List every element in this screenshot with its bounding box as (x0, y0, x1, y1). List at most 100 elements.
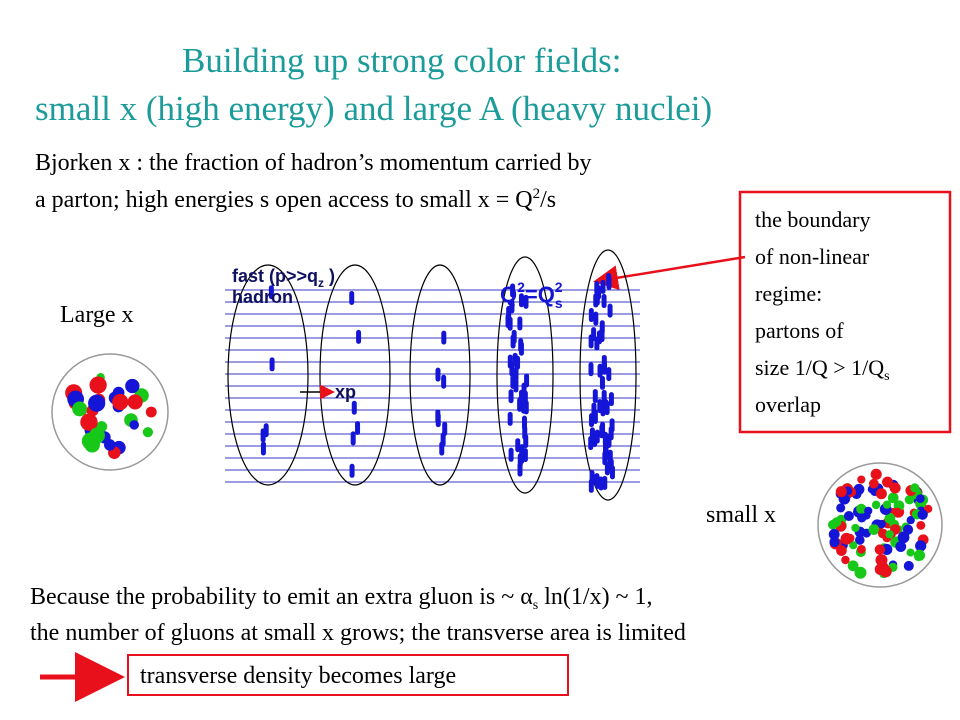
parton (836, 503, 846, 513)
bottom-text: Because the probability to emit an extra… (30, 584, 653, 613)
parton (889, 482, 901, 494)
callout-text: size 1/Q > 1/Q (755, 355, 884, 380)
parton-dash (597, 363, 603, 378)
callout-box (738, 190, 952, 434)
parton (903, 560, 914, 571)
parton-dash (517, 453, 523, 468)
parton (877, 519, 886, 529)
intro-text: a parton; high energies s open access to… (35, 187, 533, 213)
parton (854, 535, 865, 545)
label: Large x (60, 302, 134, 328)
parton (877, 528, 888, 539)
parton (89, 376, 107, 394)
parton-dash (511, 329, 517, 344)
parton-dash (349, 463, 355, 478)
parton-dash (594, 429, 600, 444)
parton-dash (523, 294, 529, 309)
parton-dash (606, 367, 612, 382)
sub: z (318, 276, 324, 290)
diagram-text: ) (324, 266, 335, 286)
parton (887, 492, 899, 504)
diagram-label: fast (p>>qz ) (232, 266, 335, 290)
parton-dash (513, 370, 519, 385)
parton (829, 536, 840, 548)
parton (864, 506, 873, 515)
parton-dash (593, 293, 599, 308)
parton-dash (591, 402, 597, 417)
parton-dash (600, 279, 606, 294)
parton-dash (507, 411, 513, 426)
parton-dash (608, 392, 614, 407)
arrow (593, 255, 746, 291)
parton-dash (596, 330, 602, 345)
parton (835, 486, 847, 498)
parton-dash (510, 283, 516, 298)
parton-dash (508, 447, 514, 462)
parton (885, 530, 894, 539)
parton-dash (435, 413, 441, 428)
sub: s (533, 598, 538, 613)
title: Building up strong color fields: (182, 41, 621, 80)
parton-dash (599, 375, 605, 390)
parton (142, 427, 153, 438)
parton-dash (442, 421, 448, 436)
parton (857, 475, 866, 484)
parton (875, 488, 887, 500)
parton-dash (269, 357, 275, 372)
sup: 2 (517, 279, 525, 295)
parton (112, 393, 129, 411)
callout: the boundary of non-linear regime: partons … (755, 207, 890, 417)
parton-dash (515, 438, 521, 453)
parton (897, 531, 910, 544)
text: Because the probability to emit an extra… (30, 584, 520, 610)
parton-dash (509, 299, 515, 314)
partons (65, 373, 933, 579)
parton (80, 413, 98, 431)
parton (104, 439, 116, 451)
conclusion: transverse density becomes large (140, 663, 456, 689)
parton (906, 515, 915, 525)
parton (871, 500, 881, 510)
parton (127, 394, 143, 410)
parton (884, 512, 896, 524)
parton (849, 541, 858, 550)
parton (845, 533, 855, 543)
callout-text: partons of (755, 318, 844, 343)
callout-line: regime: (755, 281, 822, 306)
parton-dash (603, 399, 609, 414)
parton-dash (508, 389, 514, 404)
parton-dash (515, 355, 521, 370)
parton (851, 523, 860, 533)
parton (879, 565, 892, 578)
parton-dash (588, 308, 594, 323)
parton-dash (355, 420, 361, 435)
parton (915, 540, 927, 552)
parton (843, 511, 854, 522)
parton (836, 545, 847, 556)
parton (129, 420, 139, 430)
parton-dash (260, 441, 266, 456)
parton-dash (507, 316, 513, 331)
parton (915, 494, 925, 504)
parton (88, 427, 105, 444)
text: ln(1/x) ~ 1, (538, 584, 652, 610)
diagram-text: =Q (525, 282, 555, 307)
parton (856, 503, 867, 515)
text: α (520, 584, 533, 610)
parton (913, 549, 926, 561)
callout-line: of non-linear (755, 244, 870, 269)
parton-dash (440, 432, 446, 447)
parton-dash (509, 362, 515, 377)
callout-text: of non-linear (755, 244, 870, 269)
parton (874, 544, 886, 555)
parton-dash (435, 367, 441, 382)
parton (917, 509, 928, 520)
parton-dash (268, 285, 274, 300)
parton (88, 394, 106, 412)
parton (831, 517, 842, 527)
parton-dash (349, 290, 355, 305)
parton-dash (604, 461, 610, 476)
parton-dash (602, 476, 608, 491)
conclusion-box (127, 654, 569, 696)
